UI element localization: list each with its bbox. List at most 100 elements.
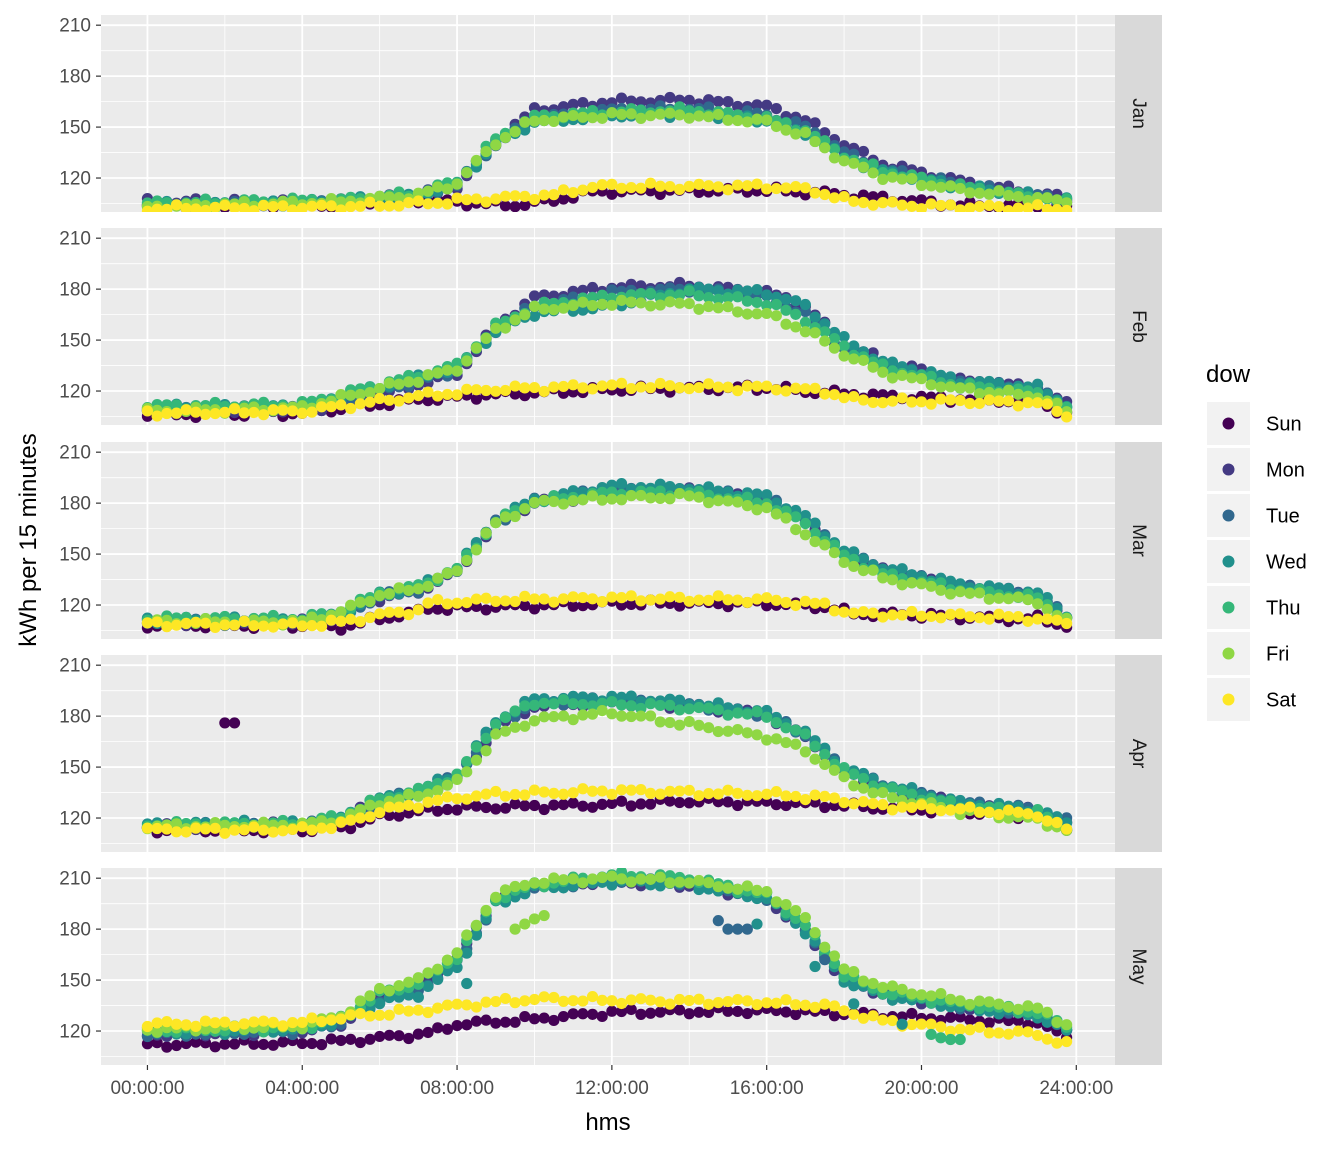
- data-point: [412, 604, 424, 616]
- data-point: [741, 380, 753, 392]
- data-point: [345, 201, 357, 212]
- data-point: [664, 591, 676, 603]
- data-point: [799, 326, 811, 338]
- data-point: [422, 198, 434, 210]
- data-point: [441, 198, 453, 210]
- x-tick-label: 12:00:00: [575, 1078, 649, 1099]
- data-point: [567, 995, 579, 1007]
- panels-layer: 120 150 180 210 Jan 120 150 180 210 Feb 120 150 180 2…: [59, 15, 1162, 1065]
- data-point: [964, 1014, 976, 1026]
- data-point: [770, 384, 782, 396]
- data-point: [615, 1005, 628, 1018]
- data-point: [412, 195, 424, 207]
- data-point: [509, 705, 521, 717]
- panel-background: [101, 442, 1115, 639]
- data-point: [712, 725, 724, 738]
- data-point: [277, 825, 289, 837]
- data-point: [654, 699, 666, 712]
- data-point: [983, 593, 995, 605]
- data-point: [635, 993, 647, 1005]
- data-point: [712, 796, 724, 808]
- data-point: [567, 600, 579, 612]
- data-point: [354, 995, 366, 1007]
- data-point: [683, 383, 695, 395]
- data-point: [461, 383, 473, 395]
- data-point: [1032, 1002, 1044, 1014]
- x-tick-label: 24:00:00: [1039, 1078, 1113, 1099]
- y-tick-label: 180: [59, 280, 91, 301]
- data-point: [615, 494, 628, 506]
- data-point: [393, 810, 405, 822]
- legend-item-sat: Sat: [1207, 678, 1296, 721]
- data-point: [557, 184, 570, 196]
- data-point: [470, 1001, 483, 1013]
- data-point: [567, 698, 579, 710]
- data-point: [615, 182, 628, 194]
- data-point: [925, 610, 937, 623]
- data-point: [364, 396, 376, 408]
- data-point: [828, 547, 841, 559]
- data-point: [973, 612, 986, 624]
- data-point: [954, 394, 966, 407]
- facet-strip: [1115, 868, 1162, 1065]
- data-point: [683, 797, 695, 809]
- data-point: [964, 801, 976, 813]
- data-point: [451, 947, 463, 959]
- x-axis: 00:00:00 04:00:00 08:00:00 12:00:00 16:00:00…: [110, 1065, 1113, 1099]
- data-point: [528, 699, 541, 711]
- data-point: [345, 1033, 357, 1045]
- data-point: [722, 995, 734, 1008]
- data-point: [596, 289, 608, 301]
- data-point: [877, 358, 889, 370]
- data-point: [538, 189, 550, 201]
- data-point: [712, 381, 724, 393]
- data-point: [654, 299, 666, 311]
- data-point: [915, 171, 928, 183]
- data-point: [877, 173, 889, 185]
- data-point: [964, 611, 976, 623]
- data-point: [654, 593, 666, 605]
- data-point: [770, 310, 782, 322]
- data-point: [161, 407, 173, 420]
- data-point: [703, 594, 715, 606]
- data-point: [470, 342, 483, 354]
- data-point: [325, 1014, 337, 1026]
- data-point: [703, 378, 715, 390]
- data-point: [557, 193, 570, 205]
- data-point: [828, 1000, 841, 1012]
- data-point: [586, 801, 599, 813]
- data-point: [490, 193, 502, 205]
- data-point: [780, 1006, 792, 1018]
- data-point: [335, 1013, 347, 1025]
- data-point: [470, 384, 483, 396]
- data-point: [354, 616, 366, 628]
- data-point: [1012, 591, 1024, 603]
- data-point: [644, 798, 657, 810]
- data-point: [751, 308, 763, 320]
- data-point: [722, 381, 734, 393]
- data-point: [238, 1018, 250, 1030]
- data-point: [151, 616, 163, 628]
- data-point: [461, 167, 473, 179]
- data-point: [848, 607, 860, 619]
- data-point: [761, 734, 773, 746]
- data-point: [664, 998, 676, 1010]
- data-point: [577, 1008, 589, 1020]
- data-point: [441, 598, 453, 610]
- data-point: [577, 184, 589, 196]
- data-point: [1012, 202, 1024, 212]
- data-point: [374, 200, 386, 212]
- data-point: [712, 293, 724, 305]
- data-point: [528, 496, 541, 509]
- data-point: [1061, 1035, 1073, 1048]
- data-point: [277, 618, 289, 630]
- data-point: [509, 190, 521, 202]
- data-point: [790, 321, 802, 333]
- data-point: [877, 799, 889, 811]
- data-point: [780, 512, 792, 524]
- data-point: [480, 592, 492, 604]
- data-point: [461, 1019, 473, 1031]
- legend-item-sun: Sun: [1207, 402, 1302, 445]
- data-point: [703, 111, 715, 123]
